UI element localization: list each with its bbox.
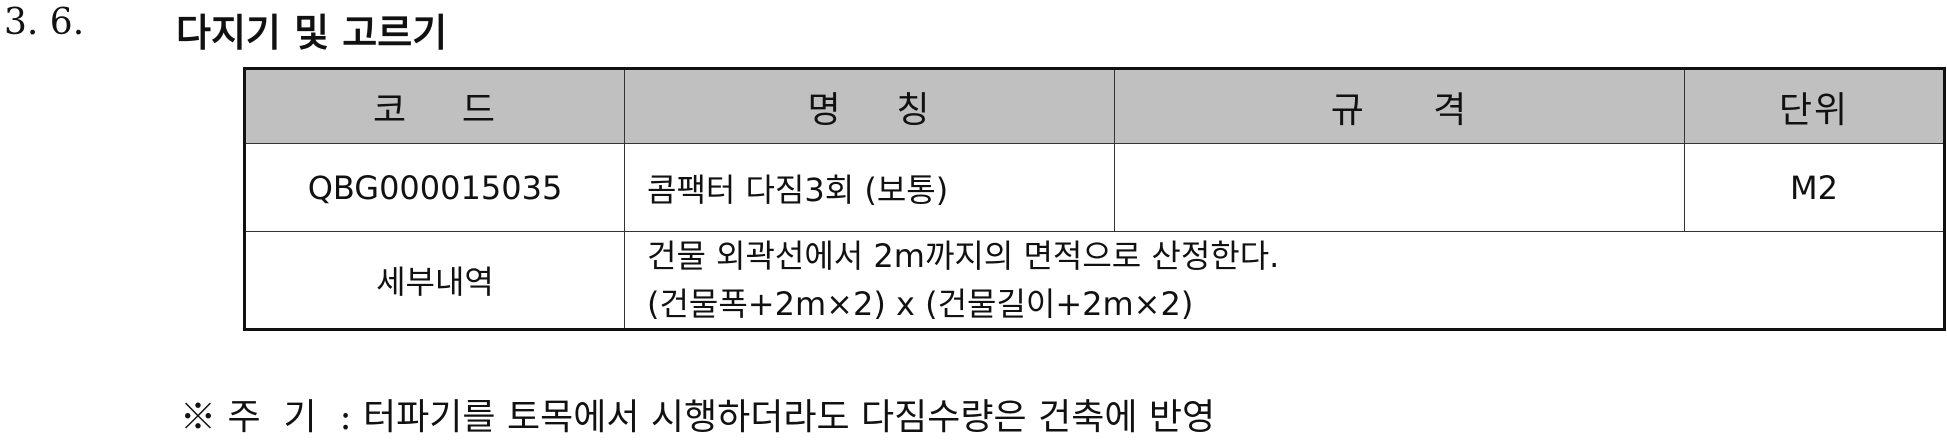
table-header-row: 코 드 명 칭 규 격 단위 xyxy=(244,68,1945,144)
detail-row: 세부내역 건물 외곽선에서 2m까지의 면적으로 산정한다. (건물폭+2m×2… xyxy=(244,231,1945,330)
header-unit: 단위 xyxy=(1684,68,1945,144)
header-spec: 규 격 xyxy=(1114,68,1685,144)
detail-line-2: (건물폭+2m×2) x (건물길이+2m×2) xyxy=(647,285,1194,323)
footnote: ※ 주 기 : 터파기를 토목에서 시행하더라도 다짐수량은 건축에 반영 xyxy=(180,397,1216,438)
detail-label: 세부내역 xyxy=(244,231,625,330)
header-name: 명 칭 xyxy=(624,68,1115,144)
spec-table: 코 드 명 칭 규 격 단위 QBG000015035 콤팩터 다짐3회 (보통… xyxy=(243,67,1946,331)
cell-unit: M2 xyxy=(1684,143,1945,232)
detail-line-1: 건물 외곽선에서 2m까지의 면적으로 산정한다. xyxy=(647,237,1280,275)
cell-code: QBG000015035 xyxy=(244,143,625,232)
section-title: 다지기 및 고르기 xyxy=(176,10,448,55)
cell-spec xyxy=(1114,143,1685,232)
header-code: 코 드 xyxy=(244,68,625,144)
section-number: 3. 6. xyxy=(4,2,85,43)
cell-name: 콤팩터 다짐3회 (보통) xyxy=(624,143,1115,232)
detail-content: 건물 외곽선에서 2m까지의 면적으로 산정한다. (건물폭+2m×2) x (… xyxy=(624,231,1945,330)
table-row: QBG000015035 콤팩터 다짐3회 (보통) M2 xyxy=(244,143,1945,232)
